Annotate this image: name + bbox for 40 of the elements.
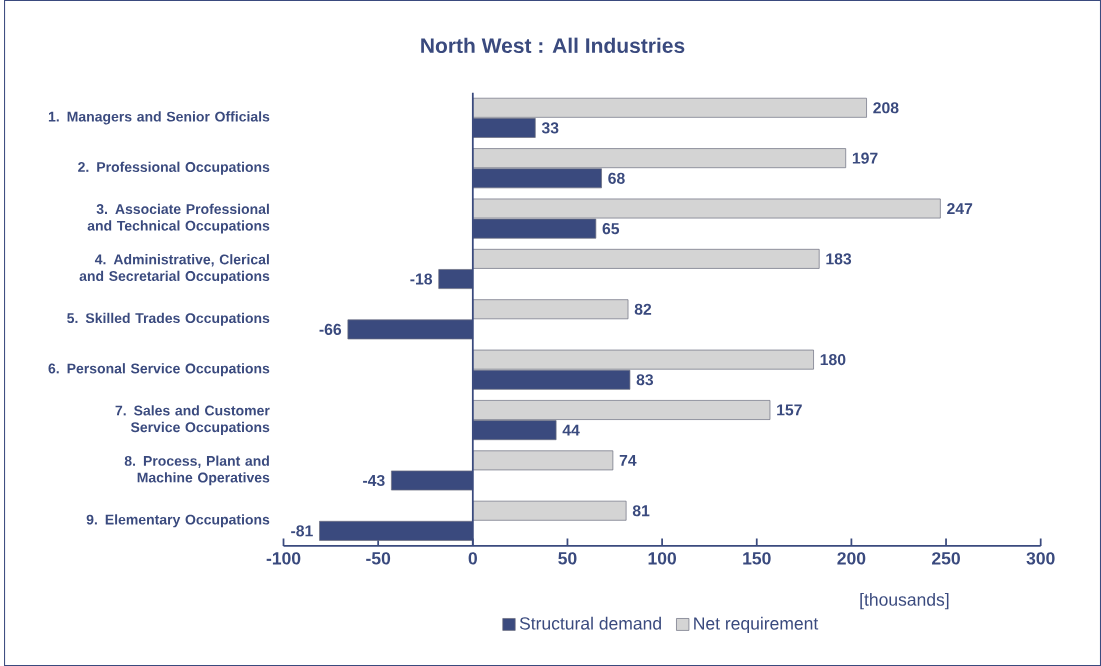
x-tick-label: 200 bbox=[837, 552, 866, 565]
legend-label: Structural demand bbox=[519, 616, 661, 630]
x-tick-label: 300 bbox=[1026, 552, 1055, 565]
y-tick-label: 4. Administrative, Clerical and Secretarial Occupations bbox=[79, 254, 270, 284]
data-label: 65 bbox=[602, 223, 620, 235]
x-tick-label: 150 bbox=[743, 552, 771, 565]
y-tick-label: 6. Personal Service Occupations bbox=[48, 363, 270, 377]
y-tick-label: 5. Skilled Trades Occupations bbox=[67, 312, 270, 326]
data-label: 44 bbox=[562, 424, 580, 436]
x-tick-label: -100 bbox=[266, 552, 301, 565]
y-tick-label: 1. Managers and Senior Officials bbox=[48, 111, 270, 125]
x-axis-title: [thousands] bbox=[860, 592, 949, 610]
data-label: 81 bbox=[632, 505, 650, 517]
y-tick-label: 7. Sales and Customer Service Occupations bbox=[115, 405, 270, 435]
x-tick-label: 250 bbox=[932, 552, 960, 565]
data-label: 157 bbox=[777, 404, 802, 416]
data-label: 74 bbox=[619, 454, 637, 466]
x-tick-label: -50 bbox=[366, 552, 391, 565]
data-label: 180 bbox=[820, 354, 846, 366]
data-label: 68 bbox=[608, 172, 625, 184]
y-tick-label: 8. Process, Plant and Machine Operatives bbox=[124, 455, 270, 486]
data-label: 183 bbox=[826, 253, 852, 265]
data-label: 33 bbox=[541, 122, 559, 134]
data-label: -43 bbox=[363, 474, 385, 487]
data-label: 247 bbox=[947, 202, 973, 214]
data-label: 208 bbox=[873, 102, 899, 114]
data-label: -18 bbox=[410, 273, 433, 285]
chart-title: North West : All Industries bbox=[421, 37, 685, 54]
y-tick-label: 3. Associate Professional and Technical Occupations bbox=[87, 203, 270, 234]
x-tick-label: 0 bbox=[468, 552, 477, 565]
legend-label: Net requirement bbox=[694, 616, 819, 634]
data-label: 197 bbox=[852, 152, 878, 164]
data-label: 82 bbox=[634, 303, 652, 315]
x-tick-label: 50 bbox=[558, 552, 577, 565]
data-label: -66 bbox=[319, 323, 342, 335]
y-tick-label: 2. Professional Occupations bbox=[78, 161, 270, 175]
x-tick-label: 100 bbox=[648, 552, 676, 565]
data-label: -81 bbox=[291, 525, 313, 537]
y-tick-label: 9. Elementary Occupations bbox=[86, 514, 270, 528]
data-label: 83 bbox=[636, 374, 654, 386]
